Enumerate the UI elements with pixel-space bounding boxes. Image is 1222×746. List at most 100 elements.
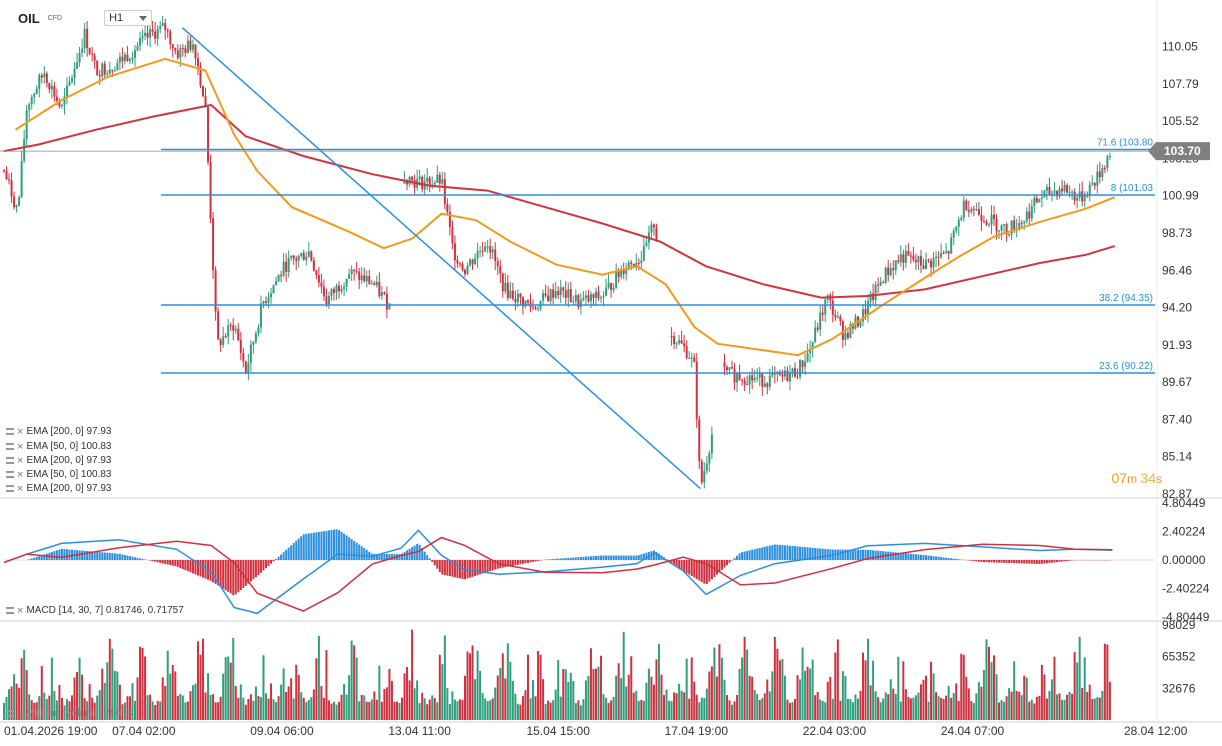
volume-bar [35, 702, 38, 720]
volume-bar [605, 697, 608, 720]
close-icon[interactable]: × [17, 468, 24, 481]
candle-body [914, 259, 917, 263]
candle-countdown: 07m 34s [1111, 470, 1163, 486]
settings-icon[interactable] [6, 710, 14, 717]
candle-body [20, 161, 23, 198]
volume-tick-label: 98029 [1162, 618, 1196, 632]
indicator-legend-5[interactable]: × EMA [200, 0] 97.93 [6, 483, 112, 494]
symbol-label[interactable]: OIL [18, 10, 40, 26]
candle-body [844, 332, 847, 340]
candle-body [63, 96, 66, 106]
volume-bar [310, 697, 313, 720]
macd-histogram-bar [403, 551, 406, 560]
macd-histogram-bar [1048, 560, 1051, 563]
macd-histogram-bar [491, 560, 494, 571]
candle-body [862, 309, 865, 322]
macd-tick-label: 0.00000 [1162, 553, 1206, 567]
volume-bar [602, 694, 605, 720]
close-icon[interactable]: × [17, 604, 24, 617]
macd-histogram-bar [390, 554, 393, 560]
candle-body [514, 299, 517, 303]
macd-histogram-bar [627, 555, 630, 560]
volume-bar [935, 692, 938, 720]
volume-bar [980, 686, 983, 720]
volume-bar [814, 695, 817, 720]
close-icon[interactable]: × [17, 425, 24, 438]
settings-icon[interactable] [6, 485, 14, 492]
macd-histogram-bar [534, 560, 537, 562]
settings-icon[interactable] [6, 457, 14, 464]
volume-bar [894, 694, 897, 720]
volume-bar [33, 702, 36, 720]
indicator-legend-3[interactable]: × EMA [200, 0] 97.93 [6, 455, 112, 466]
close-icon[interactable]: × [17, 454, 24, 467]
candle-body [607, 282, 610, 288]
candle-body [1058, 188, 1061, 197]
settings-icon[interactable] [6, 428, 14, 435]
volume-legend[interactable]: × Volume [Volume] 29653 [6, 708, 132, 719]
candle-body [365, 276, 368, 282]
macd-histogram-bar [630, 555, 633, 560]
candle-body [234, 328, 237, 331]
close-icon[interactable]: × [17, 482, 24, 495]
macd-histogram-bar [794, 546, 797, 560]
candle-body [834, 314, 837, 318]
candle-body [705, 463, 708, 471]
macd-histogram-bar [559, 558, 562, 560]
indicator-legend-4[interactable]: × EMA [50, 0] 100.83 [6, 469, 112, 480]
candle-body [977, 209, 980, 215]
volume-bar [443, 635, 446, 720]
volume-bar [456, 701, 459, 720]
volume-bar [864, 660, 867, 720]
close-icon[interactable]: × [17, 707, 24, 720]
timeframe-select[interactable]: H1 [104, 10, 153, 26]
macd-histogram-bar [987, 560, 990, 563]
indicator-legend-1[interactable]: × EMA [200, 0] 97.93 [6, 426, 112, 437]
volume-bar [343, 683, 346, 720]
macd-histogram-bar [358, 544, 361, 560]
macd-histogram-bar [171, 560, 174, 566]
macd-histogram-bar [532, 560, 535, 562]
candle-body [360, 275, 363, 281]
candle-body [428, 177, 431, 186]
volume-bar [499, 667, 502, 720]
volume-bar [650, 676, 653, 720]
volume-bar [60, 697, 63, 720]
candle-body [509, 290, 512, 299]
candle-body [511, 290, 514, 300]
macd-histogram-bar [864, 549, 867, 560]
volume-bar [254, 686, 257, 720]
candle-body [1013, 220, 1016, 231]
settings-icon[interactable] [6, 471, 14, 478]
macd-histogram-bar [1063, 560, 1066, 562]
macd-legend[interactable]: × MACD [14, 30, 7] 0.81746, 0.71757 [6, 605, 184, 616]
macd-histogram-bar [365, 549, 368, 560]
close-icon[interactable]: × [17, 440, 24, 453]
candle-body [60, 105, 63, 107]
macd-histogram-bar [894, 552, 897, 560]
macd-histogram-bar [594, 555, 597, 560]
settings-icon[interactable] [6, 443, 14, 450]
candle-body [25, 110, 28, 140]
macd-histogram-bar [380, 553, 383, 560]
settings-icon[interactable] [6, 607, 14, 614]
macd-histogram-bar [748, 550, 751, 560]
candle-body [232, 325, 235, 331]
candle-body [128, 59, 131, 62]
candle-body [773, 373, 776, 375]
candle-body [975, 209, 978, 211]
macd-histogram-bar [756, 548, 759, 560]
volume-bar [1096, 697, 1099, 720]
fib-level-label: 8 (101.03 [1111, 183, 1154, 194]
volume-bar [81, 674, 84, 720]
volume-bar [403, 673, 406, 720]
volume-bar [668, 700, 671, 720]
volume-bar [421, 692, 424, 720]
volume-bar [232, 637, 235, 720]
volume-bar [635, 690, 638, 720]
volume-bar [481, 693, 484, 720]
volume-bar [297, 674, 300, 720]
indicator-legend-2[interactable]: × EMA [50, 0] 100.83 [6, 441, 112, 452]
candle-body [894, 260, 897, 271]
